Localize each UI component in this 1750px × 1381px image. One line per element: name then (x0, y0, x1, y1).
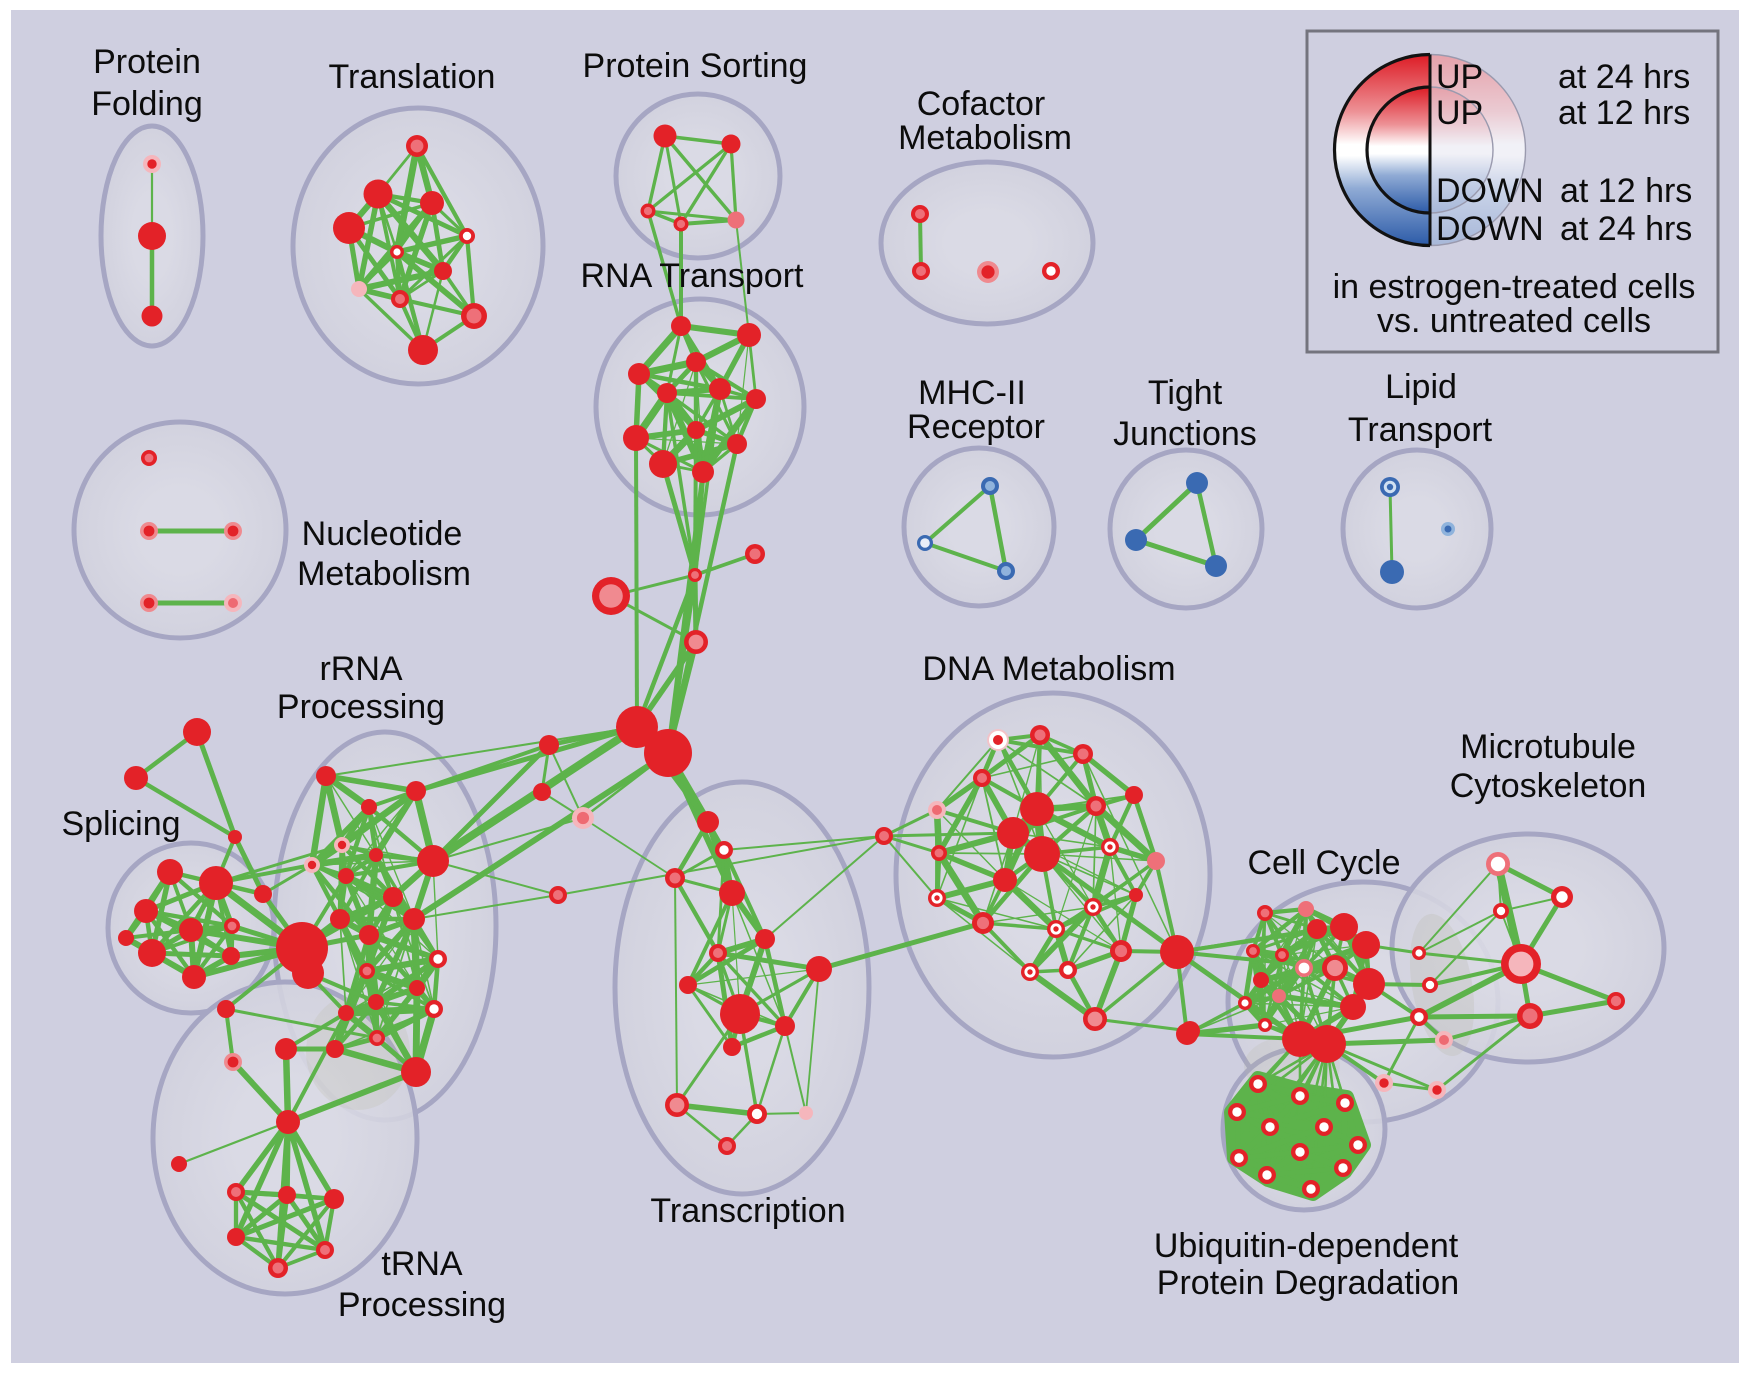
svg-text:Protein: Protein (93, 43, 201, 81)
svg-text:Nucleotide: Nucleotide (302, 515, 463, 553)
svg-text:at 24 hrs: at 24 hrs (1560, 210, 1692, 248)
svg-text:Ubiquitin-dependent: Ubiquitin-dependent (1154, 1227, 1459, 1265)
svg-text:Processing: Processing (277, 688, 445, 726)
svg-text:Metabolism: Metabolism (297, 555, 471, 593)
svg-text:Tight: Tight (1148, 374, 1223, 412)
svg-text:Cofactor: Cofactor (917, 85, 1046, 123)
svg-text:MHC-II: MHC-II (918, 374, 1026, 412)
svg-text:tRNA: tRNA (381, 1245, 463, 1283)
svg-text:vs. untreated cells: vs. untreated cells (1377, 302, 1651, 340)
svg-text:Microtubule: Microtubule (1460, 728, 1636, 766)
svg-text:DOWN: DOWN (1436, 172, 1544, 210)
svg-text:at 24 hrs: at 24 hrs (1558, 58, 1690, 96)
svg-text:Lipid: Lipid (1385, 368, 1457, 406)
svg-text:Splicing: Splicing (61, 805, 180, 843)
svg-text:Translation: Translation (329, 58, 496, 96)
svg-text:Metabolism: Metabolism (898, 119, 1072, 157)
svg-text:Transcription: Transcription (650, 1192, 845, 1230)
svg-text:rRNA: rRNA (319, 650, 402, 688)
svg-text:at 12 hrs: at 12 hrs (1558, 94, 1690, 132)
svg-text:Junctions: Junctions (1113, 415, 1257, 453)
svg-text:Transport: Transport (1348, 411, 1493, 449)
svg-text:Receptor: Receptor (907, 408, 1045, 446)
svg-text:DOWN: DOWN (1436, 210, 1544, 248)
svg-text:UP: UP (1436, 58, 1483, 96)
svg-text:UP: UP (1436, 94, 1483, 132)
svg-text:Cell Cycle: Cell Cycle (1247, 844, 1400, 882)
svg-text:Protein Sorting: Protein Sorting (583, 47, 808, 85)
svg-text:in estrogen-treated cells: in estrogen-treated cells (1333, 268, 1696, 306)
svg-text:Cytoskeleton: Cytoskeleton (1450, 767, 1647, 805)
svg-text:Protein Degradation: Protein Degradation (1157, 1264, 1459, 1302)
svg-text:Folding: Folding (91, 85, 203, 123)
svg-text:RNA Transport: RNA Transport (581, 257, 805, 295)
svg-text:DNA Metabolism: DNA Metabolism (922, 650, 1175, 688)
svg-text:Processing: Processing (338, 1286, 506, 1324)
svg-text:at 12 hrs: at 12 hrs (1560, 172, 1692, 210)
